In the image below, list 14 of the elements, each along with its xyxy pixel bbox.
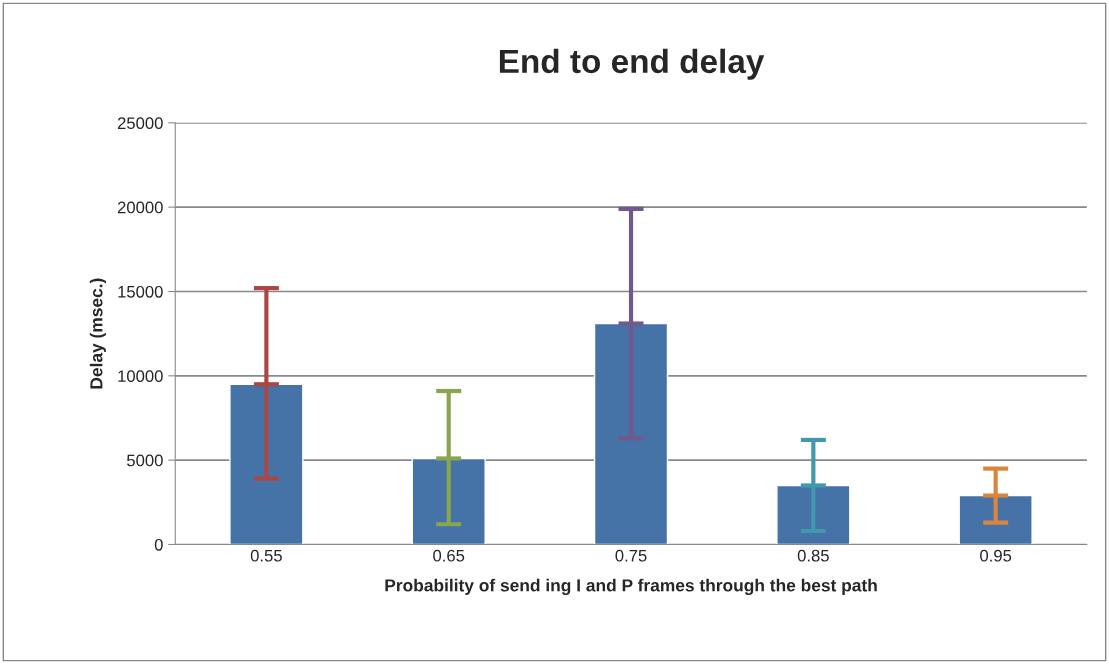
x-tick-label: 0.85 (797, 549, 829, 562)
x-axis-title: Probability of send ing I and P frames through the best path (385, 578, 877, 596)
y-tick-label: 15000 (118, 285, 163, 298)
chart-title: End to end delay (499, 48, 765, 80)
y-tick-label: 10000 (118, 370, 163, 383)
y-tick-label: 25000 (117, 117, 163, 130)
x-tick-label: 0.55 (250, 549, 282, 562)
y-tick-label: 5000 (127, 454, 163, 467)
x-tick-label: 0.95 (980, 549, 1012, 562)
y-axis-title: Delay (msec.) (89, 278, 106, 389)
x-tick-label: 0.65 (433, 549, 465, 562)
x-tick-label: 0.75 (615, 549, 647, 562)
y-tick-label: 20000 (117, 201, 163, 214)
y-tick-label: 0 (154, 538, 163, 551)
